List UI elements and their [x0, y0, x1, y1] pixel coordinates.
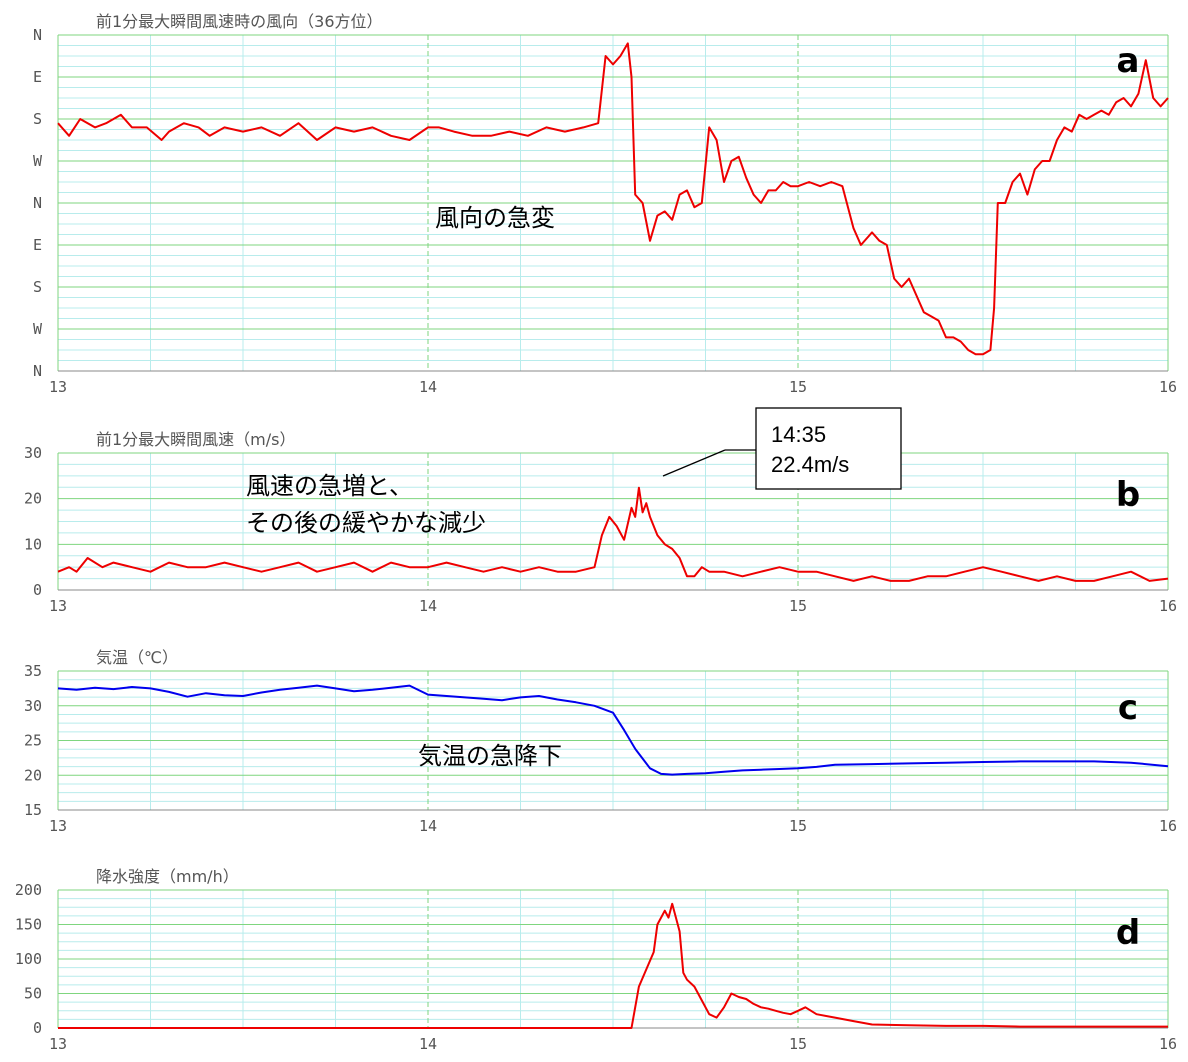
- x-tick-label: 14: [419, 378, 437, 396]
- series-line: [57, 42, 1169, 356]
- y-tick-label: 200: [15, 881, 42, 899]
- annotation-text: 気温の急降下: [418, 742, 562, 770]
- y-tick-label: 20: [24, 490, 42, 508]
- panel-a: N W S E N W S E N 13 14 15 16 前1分最大瞬間風速時の風向（36方位） a 風向の…: [33, 12, 1177, 396]
- x-tick-label: 16: [1159, 817, 1177, 835]
- y-tick-label: 0: [33, 581, 42, 599]
- panel-d: 0 50 100 150 200 13 14 15 16 降水強度（mm/h） d: [15, 867, 1177, 1053]
- x-tick-label: 15: [789, 378, 807, 396]
- panel-letter: a: [1117, 41, 1140, 81]
- callout-leader: [662, 449, 726, 477]
- y-tick-label: 25: [24, 732, 42, 750]
- x-tick-label: 15: [789, 817, 807, 835]
- x-tick-label: 13: [49, 597, 67, 615]
- y-tick-label: 15: [24, 801, 42, 819]
- y-tick-label: N: [33, 362, 42, 380]
- annotation-text: その後の緩やかな減少: [246, 509, 486, 537]
- x-tick-label: 13: [49, 1035, 67, 1053]
- series-line: [58, 902, 1168, 1029]
- panel-b: 0 10 20 30 13 14 15 16 前1分最大瞬間風速（m/s） b 風速の急増と、その後…: [24, 407, 1177, 615]
- y-tick-label: 30: [24, 444, 42, 462]
- y-tick-label: 0: [33, 1019, 42, 1037]
- panel-letter: d: [1116, 913, 1140, 953]
- callout-text: 22.4m/s: [771, 452, 849, 477]
- x-tick-label: 16: [1159, 1035, 1177, 1053]
- x-tick-label: 15: [789, 597, 807, 615]
- panel-title: 前1分最大瞬間風速（m/s）: [96, 430, 296, 449]
- callout-text: 14:35: [771, 422, 826, 447]
- series-line: [57, 486, 1169, 582]
- y-tick-label: S: [33, 278, 42, 296]
- y-tick-label: 100: [15, 950, 42, 968]
- y-tick-label: S: [33, 110, 42, 128]
- panel-title: 降水強度（mm/h）: [96, 867, 239, 886]
- panel-c: 15 20 25 30 35 13 14 15 16 気温（℃） c 気温の急降下: [24, 648, 1177, 835]
- y-tick-label: 30: [24, 697, 42, 715]
- panel-title: 前1分最大瞬間風速時の風向（36方位）: [96, 12, 383, 31]
- x-tick-label: 16: [1159, 597, 1177, 615]
- y-tick-label: 20: [24, 766, 42, 784]
- series-line: [57, 684, 1169, 776]
- y-tick-label: N: [33, 26, 42, 44]
- panel-letter: b: [1116, 475, 1140, 515]
- y-tick-label: 50: [24, 985, 42, 1003]
- x-tick-label: 14: [419, 597, 437, 615]
- annotation-text: 風向の急変: [435, 204, 555, 232]
- y-tick-label: E: [33, 68, 42, 86]
- x-tick-label: 16: [1159, 378, 1177, 396]
- panel-title: 気温（℃）: [96, 648, 178, 667]
- panel-letter: c: [1118, 688, 1138, 728]
- y-tick-label: W: [33, 152, 43, 170]
- y-tick-label: E: [33, 236, 42, 254]
- x-tick-label: 14: [419, 1035, 437, 1053]
- annotation-text: 風速の急増と、: [246, 472, 413, 500]
- x-tick-label: 13: [49, 378, 67, 396]
- x-tick-label: 13: [49, 817, 67, 835]
- x-tick-label: 14: [419, 817, 437, 835]
- y-tick-label: N: [33, 194, 42, 212]
- y-tick-label: 150: [15, 916, 42, 934]
- y-tick-label: 35: [24, 662, 42, 680]
- callout-box: [755, 407, 902, 490]
- x-tick-label: 15: [789, 1035, 807, 1053]
- y-tick-label: W: [33, 320, 43, 338]
- y-tick-label: 10: [24, 535, 42, 553]
